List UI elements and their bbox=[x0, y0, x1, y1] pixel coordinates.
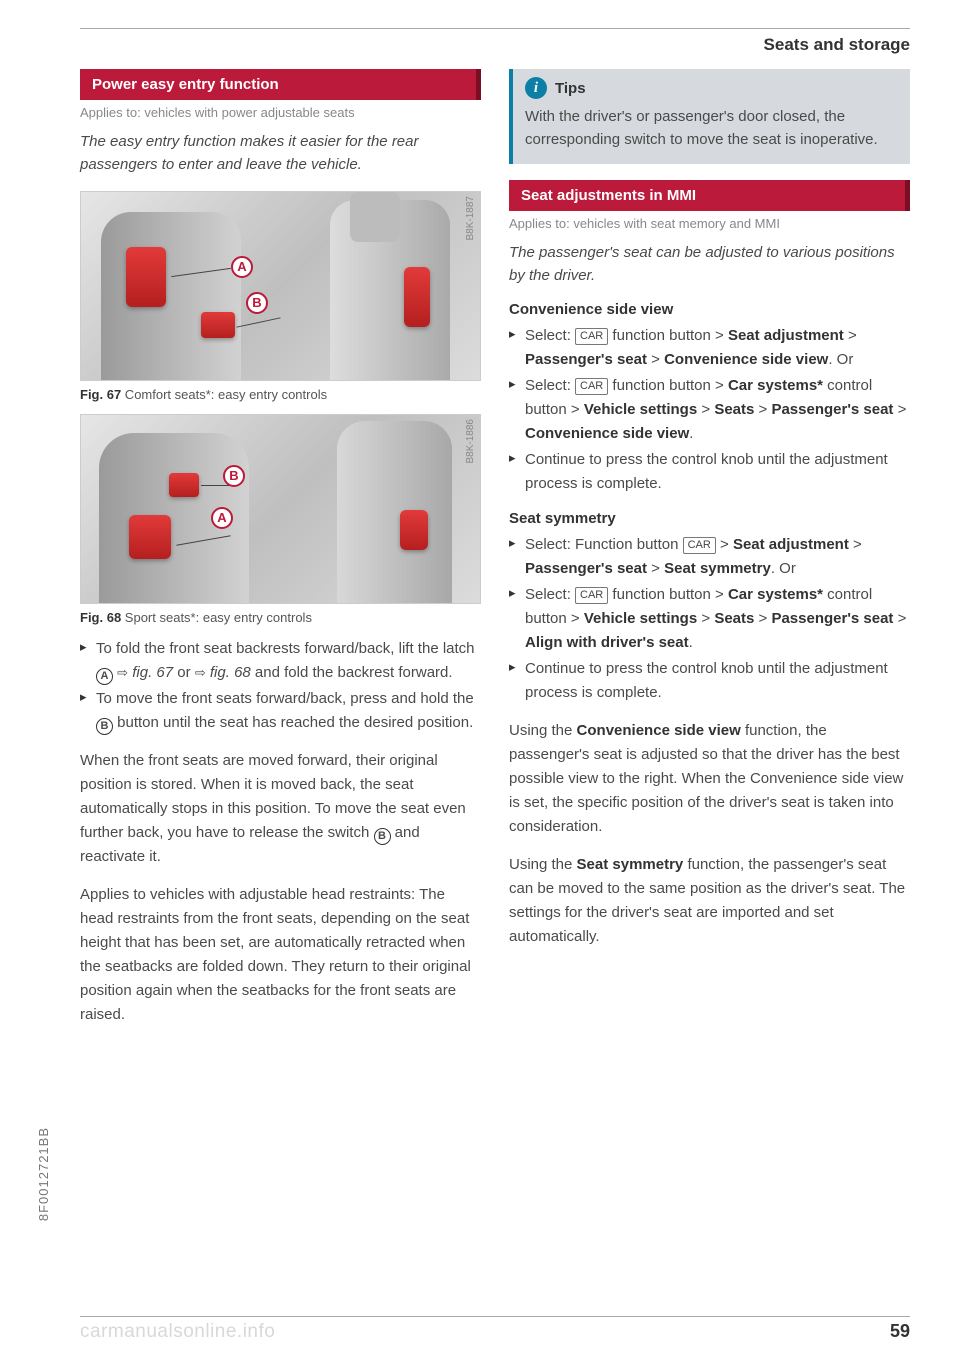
tips-box: i Tips With the driver's or passenger's … bbox=[509, 69, 910, 164]
car-button-icon: CAR bbox=[575, 587, 608, 604]
applies-to-mmi: Applies to: vehicles with seat memory an… bbox=[509, 216, 910, 231]
inline-circle-a: A bbox=[96, 668, 113, 685]
left-column: Power easy entry function Applies to: ve… bbox=[80, 69, 481, 1041]
subhead-convenience: Convenience side view bbox=[509, 301, 910, 318]
section-heading-power-entry: Power easy entry function bbox=[80, 69, 481, 100]
paragraph-sym-explain: Using the Seat symmetry function, the pa… bbox=[509, 853, 910, 949]
inline-circle-b2: B bbox=[374, 828, 391, 845]
applies-to-text: Applies to: vehicles with power adjustab… bbox=[80, 105, 481, 120]
tips-body: With the driver's or passenger's door cl… bbox=[525, 105, 898, 152]
paragraph-store-position: When the front seats are moved forward, … bbox=[80, 749, 481, 869]
paragraph-head-restraints: Applies to vehicles with adjustable head… bbox=[80, 883, 481, 1027]
callout-b: B bbox=[246, 292, 268, 314]
bullet-csv-2: Select: CAR function button > Car system… bbox=[509, 374, 910, 446]
intro-mmi: The passenger's seat can be adjusted to … bbox=[509, 241, 910, 288]
car-button-icon: CAR bbox=[575, 378, 608, 395]
bullet-sym-2: Select: CAR function button > Car system… bbox=[509, 583, 910, 655]
subhead-symmetry: Seat symmetry bbox=[509, 510, 910, 527]
inline-circle-b: B bbox=[96, 718, 113, 735]
figure-68: B8K-1886 B A bbox=[80, 414, 481, 604]
intro-text: The easy entry function makes it easier … bbox=[80, 130, 481, 177]
section-heading-mmi: Seat adjustments in MMI bbox=[509, 180, 910, 211]
figure-68-caption: Fig. 68 Sport seats*: easy entry control… bbox=[80, 610, 481, 625]
watermark-text: carmanualsonline.info bbox=[80, 1321, 275, 1343]
car-button-icon: CAR bbox=[575, 328, 608, 345]
paragraph-csv-explain: Using the Convenience side view function… bbox=[509, 719, 910, 839]
figure-67: B8K-1887 A B bbox=[80, 191, 481, 381]
document-code: 8F0012721BB bbox=[36, 1127, 51, 1221]
bullet-csv-1: Select: CAR function button > Seat adjus… bbox=[509, 324, 910, 372]
bullet-sym-1: Select: Function button CAR > Seat adjus… bbox=[509, 533, 910, 581]
bullet-move-seat: To move the front seats forward/back, pr… bbox=[80, 687, 481, 735]
info-icon: i bbox=[525, 77, 547, 99]
right-column: i Tips With the driver's or passenger's … bbox=[509, 69, 910, 1041]
callout-b-68: B bbox=[223, 465, 245, 487]
callout-a-68: A bbox=[211, 507, 233, 529]
bullet-fold-seat: To fold the front seat backrests forward… bbox=[80, 637, 481, 685]
arrow-icon: ⇨ bbox=[117, 663, 128, 684]
car-button-icon: CAR bbox=[683, 537, 716, 554]
figure-67-caption: Fig. 67 Comfort seats*: easy entry contr… bbox=[80, 387, 481, 402]
page-number: 59 bbox=[890, 1321, 910, 1342]
tips-title: Tips bbox=[555, 80, 586, 97]
arrow-icon: ⇨ bbox=[195, 663, 206, 684]
bullet-csv-3: Continue to press the control knob until… bbox=[509, 448, 910, 496]
callout-a: A bbox=[231, 256, 253, 278]
page-header-title: Seats and storage bbox=[80, 35, 910, 61]
bullet-sym-3: Continue to press the control knob until… bbox=[509, 657, 910, 705]
